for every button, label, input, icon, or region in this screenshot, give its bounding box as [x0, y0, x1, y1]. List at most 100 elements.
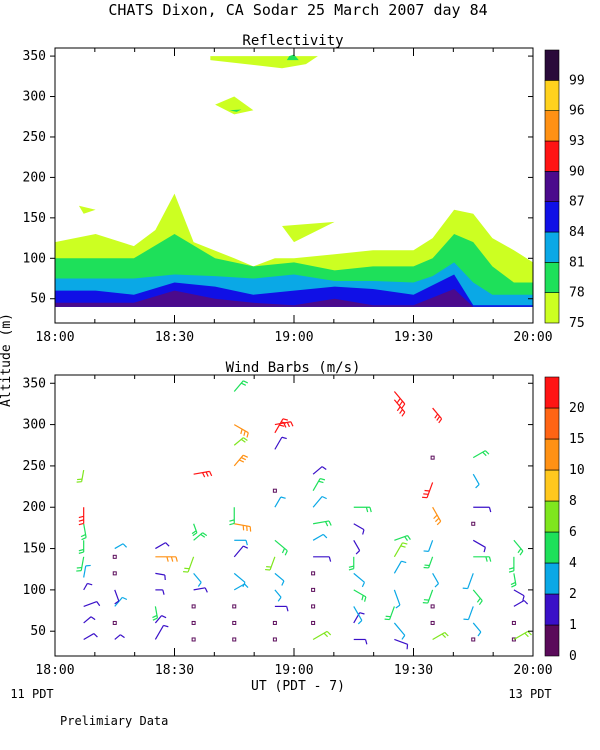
wind-barb: [472, 450, 490, 459]
wind-barb: [274, 572, 285, 586]
wind-barb: [510, 573, 517, 588]
wind-barb: [513, 599, 529, 607]
wind-calm-marker: [311, 571, 316, 576]
reflectivity-patch-2: [229, 109, 242, 112]
wind-barb: [234, 539, 248, 546]
wind-barb: [432, 631, 449, 640]
wind-colorbar-label: 15: [569, 432, 585, 447]
wind-barb: [193, 587, 208, 593]
reflectivity-colorbar-swatch: [544, 49, 560, 81]
wind-barb: [233, 437, 248, 446]
wind-calm-marker: [511, 620, 516, 625]
wind-calm-marker: [272, 620, 277, 625]
wind-barb: [472, 589, 483, 606]
wind-barb: [462, 573, 474, 590]
wind-barb: [513, 539, 524, 556]
wind-calm-marker: [232, 604, 237, 609]
reflectivity-xtick-label: 18:30: [155, 330, 194, 345]
wind-colorbar-label: 2: [569, 587, 577, 602]
reflectivity-ytick-label: 300: [23, 90, 46, 105]
wind-barb: [432, 407, 443, 424]
wind-colorbar-swatch: [544, 531, 560, 564]
wind-barb: [233, 380, 249, 392]
wind-barb: [229, 507, 235, 526]
wind-barb: [353, 589, 367, 602]
reflectivity-ytick-label: 250: [23, 130, 46, 145]
reflectivity-ytick-label: 350: [23, 49, 46, 64]
wind-barb: [114, 589, 120, 605]
reflectivity-colorbar: 75 78 81 84 87 90 93 96 99: [544, 49, 585, 331]
wind-barb: [83, 633, 98, 640]
reflectivity-xtick-label: 18:00: [35, 330, 74, 345]
wind-colorbar-label: 4: [569, 556, 577, 571]
wind-barb: [233, 572, 246, 588]
wind-calm-marker: [191, 620, 196, 625]
wind-calm-marker: [430, 604, 435, 609]
reflectivity-colorbar-label: 90: [569, 164, 585, 179]
wind-calm-marker: [311, 604, 316, 609]
wind-barb: [393, 589, 401, 609]
reflectivity-xtick-label: 19:30: [394, 330, 433, 345]
wind-calm-marker: [430, 455, 435, 460]
reflectivity-colorbar-label: 75: [569, 316, 585, 331]
wind-barb: [312, 533, 328, 541]
wind-barb: [313, 520, 332, 527]
wind-barb: [353, 506, 372, 513]
wind-xtick-label: 20:00: [513, 663, 552, 678]
reflectivity-patch-4: [210, 56, 318, 69]
reflectivity-colorbar-label: 93: [569, 134, 585, 149]
wind-barb: [78, 540, 85, 554]
reflectivity-colorbar-label: 81: [569, 255, 585, 270]
wind-xtick-label: 19:30: [394, 663, 433, 678]
reflectivity-colorbar-swatch: [544, 201, 560, 233]
wind-barb: [233, 583, 249, 591]
wind-barb: [83, 601, 101, 607]
reflectivity-xtick-label: 20:00: [513, 330, 552, 345]
wind-barb: [513, 630, 532, 640]
wind-barb: [463, 606, 474, 621]
wind-calm-marker: [272, 637, 277, 642]
wind-barb: [312, 630, 332, 640]
wind-xtick-label: 19:00: [274, 663, 313, 678]
reflectivity-colorbar-swatch: [544, 292, 560, 324]
start-local-time: 11 PDT: [10, 687, 53, 701]
wind-barb: [353, 523, 365, 535]
wind-barb: [193, 572, 202, 587]
wind-barb: [472, 473, 480, 489]
wind-colorbar-swatch: [544, 376, 560, 409]
wind-barb: [394, 638, 409, 650]
wind-barb: [508, 556, 515, 573]
wind-barb: [152, 606, 159, 621]
wind-barb: [155, 589, 165, 595]
wind-barb: [472, 622, 482, 637]
wind-barb: [274, 421, 294, 428]
wind-barb: [114, 543, 128, 550]
wind-barb: [233, 454, 249, 467]
wind-barb: [234, 523, 252, 532]
wind-colorbar-label: 6: [569, 525, 577, 540]
reflectivity-colorbar-swatch: [544, 140, 560, 172]
wind-calm-marker: [430, 620, 435, 625]
wind-barb: [432, 506, 442, 526]
wind-barb: [114, 596, 128, 607]
wind-calm-marker: [311, 587, 316, 592]
wind-barb: [312, 466, 327, 475]
wind-colorbar-label: 8: [569, 494, 577, 509]
wind-barb: [423, 556, 434, 569]
reflectivity-colorbar-label: 78: [569, 286, 585, 301]
reflectivity-colorbar-swatch: [544, 262, 560, 293]
wind-barb: [348, 556, 355, 571]
reflectivity-colorbar-label: 87: [569, 195, 585, 210]
wind-calm-marker: [191, 637, 196, 642]
wind-barb: [473, 556, 492, 562]
wind-barb: [154, 624, 169, 640]
wind-ytick-label: 100: [23, 583, 46, 598]
wind-calm-marker: [232, 620, 237, 625]
wind-calm-marker: [112, 554, 117, 559]
wind-barb: [353, 638, 368, 645]
wind-barb: [472, 539, 486, 553]
wind-calm-marker: [511, 637, 516, 642]
wind-calm-marker: [272, 488, 277, 493]
reflectivity-colorbar-swatch: [544, 80, 560, 111]
